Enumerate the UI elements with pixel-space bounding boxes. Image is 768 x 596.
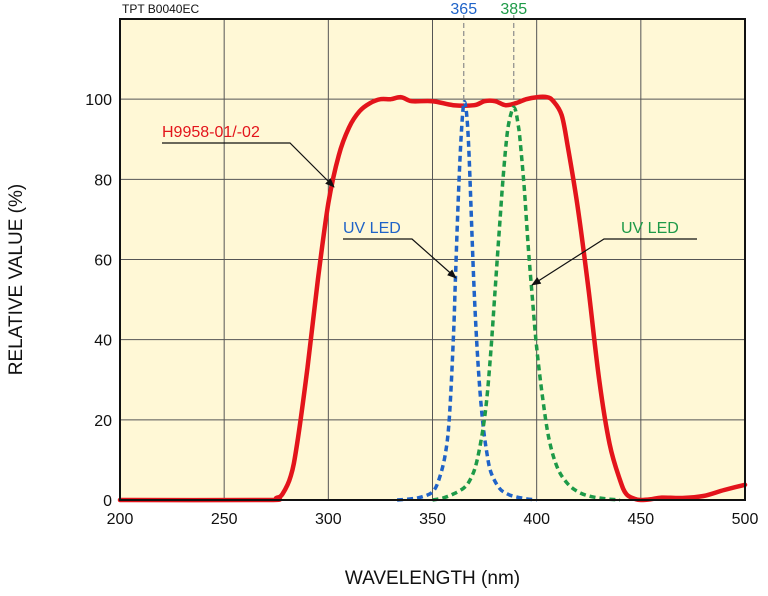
y-tick-label: 40 [94, 333, 112, 350]
y-tick-label: 80 [94, 172, 112, 189]
uv-led-365-annotation: UV LED [343, 220, 401, 237]
y-tick-label: 20 [94, 413, 112, 430]
series-uv-led-385-line [432, 105, 621, 502]
plot-frame [119, 18, 746, 501]
uv-led-385-leader-arrow [531, 238, 697, 286]
filter-annotation: H9958-01/-02 [162, 124, 260, 141]
series-h9958-filter-line [117, 94, 748, 503]
y-tick-labels: 0 20 40 60 80 100 [85, 92, 112, 510]
x-tick-label: 200 [107, 511, 134, 528]
x-tick-labels: 200 250 300 350 400 450 500 [107, 511, 759, 528]
filter-leader-arrow [162, 142, 335, 188]
y-tick-label: 60 [94, 253, 112, 270]
x-axis-title: WAVELENGTH (nm) [345, 568, 520, 589]
uv-led-365-leader-arrow [343, 238, 457, 279]
x-tick-label: 450 [627, 511, 654, 528]
y-tick-label: 100 [85, 92, 112, 109]
peak-guide-lines [463, 15, 515, 104]
y-axis-title: RELATIVE VALUE (%) [6, 184, 27, 375]
annotation-leaders [162, 142, 697, 286]
peak-label-365: 365 [450, 1, 477, 18]
uv-led-385-annotation: UV LED [621, 220, 679, 237]
x-tick-label: 400 [523, 511, 550, 528]
series-uv-led-365-line [396, 99, 537, 502]
figure-code: TPT B0040EC [122, 2, 199, 16]
x-tick-label: 250 [211, 511, 238, 528]
x-tick-label: 500 [732, 511, 759, 528]
x-tick-label: 300 [315, 511, 342, 528]
x-tick-label: 350 [419, 511, 446, 528]
peak-label-385: 385 [500, 1, 527, 18]
y-tick-label: 0 [103, 493, 112, 510]
series-layer [117, 94, 748, 503]
